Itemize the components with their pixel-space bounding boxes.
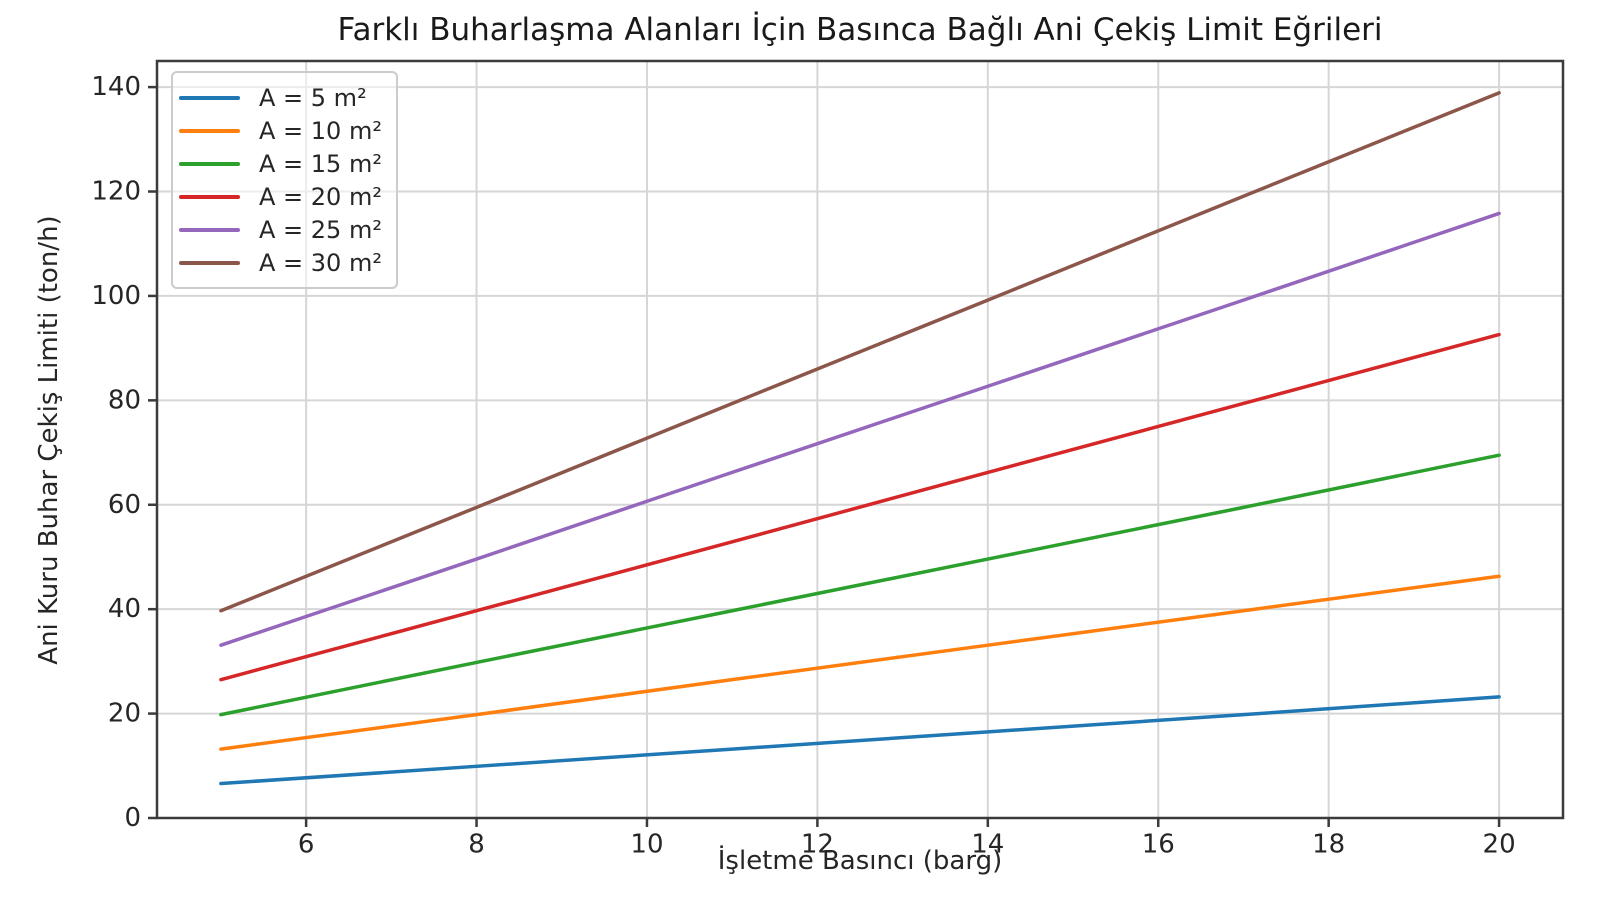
legend-line-swatch	[179, 260, 240, 265]
x-tick-label: 12	[801, 829, 834, 859]
legend-item: A = 20 m²	[179, 180, 382, 213]
y-tick-label: 140	[91, 72, 141, 102]
series-line-5	[219, 91, 1501, 613]
legend-item: A = 15 m²	[179, 147, 382, 180]
legend-item: A = 10 m²	[179, 114, 382, 147]
y-tick-label: 60	[108, 490, 141, 520]
x-tick-label: 20	[1483, 829, 1516, 859]
legend-item-label: A = 10 m²	[259, 116, 382, 145]
legend-line-swatch	[179, 227, 240, 232]
series-line-4	[219, 211, 1501, 647]
legend: A = 5 m² A = 10 m² A = 15 m² A = 20 m² A…	[171, 71, 398, 289]
x-tick-label: 8	[468, 829, 485, 859]
legend-item: A = 30 m²	[179, 246, 382, 279]
legend-item-label: A = 30 m²	[259, 248, 382, 277]
x-tick-label: 14	[971, 829, 1004, 859]
legend-line-swatch	[179, 194, 240, 199]
legend-item: A = 5 m²	[179, 81, 382, 114]
y-tick-label: 100	[91, 281, 141, 311]
legend-item-label: A = 15 m²	[259, 149, 382, 178]
y-tick-label: 120	[91, 177, 141, 207]
series-line-1	[219, 574, 1501, 751]
y-tick-label: 80	[108, 385, 141, 415]
x-axis-label: İşletme Basıncı (barg)	[717, 846, 1003, 876]
legend-line-swatch	[179, 161, 240, 166]
legend-line-swatch	[179, 95, 240, 100]
y-tick-label: 0	[124, 803, 141, 833]
plot-frame	[155, 59, 1565, 820]
x-tick-label: 16	[1142, 829, 1175, 859]
legend-item-label: A = 25 m²	[259, 215, 382, 244]
y-axis-label: Ani Kuru Buhar Çekiş Limiti (ton/h)	[34, 215, 64, 665]
y-tick-label: 40	[108, 594, 141, 624]
series-line-0	[219, 695, 1501, 786]
series-line-2	[219, 453, 1501, 717]
legend-line-swatch	[179, 128, 240, 133]
x-tick-label: 10	[630, 829, 663, 859]
x-tick-label: 6	[298, 829, 315, 859]
legend-item: A = 25 m²	[179, 213, 382, 246]
legend-item-label: A = 20 m²	[259, 182, 382, 211]
y-tick-label: 20	[108, 699, 141, 729]
chart-title: Farklı Buharlaşma Alanları İçin Basınca …	[337, 12, 1383, 48]
x-tick-label: 18	[1312, 829, 1345, 859]
legend-item-label: A = 5 m²	[259, 83, 367, 112]
series-line-3	[219, 332, 1501, 682]
